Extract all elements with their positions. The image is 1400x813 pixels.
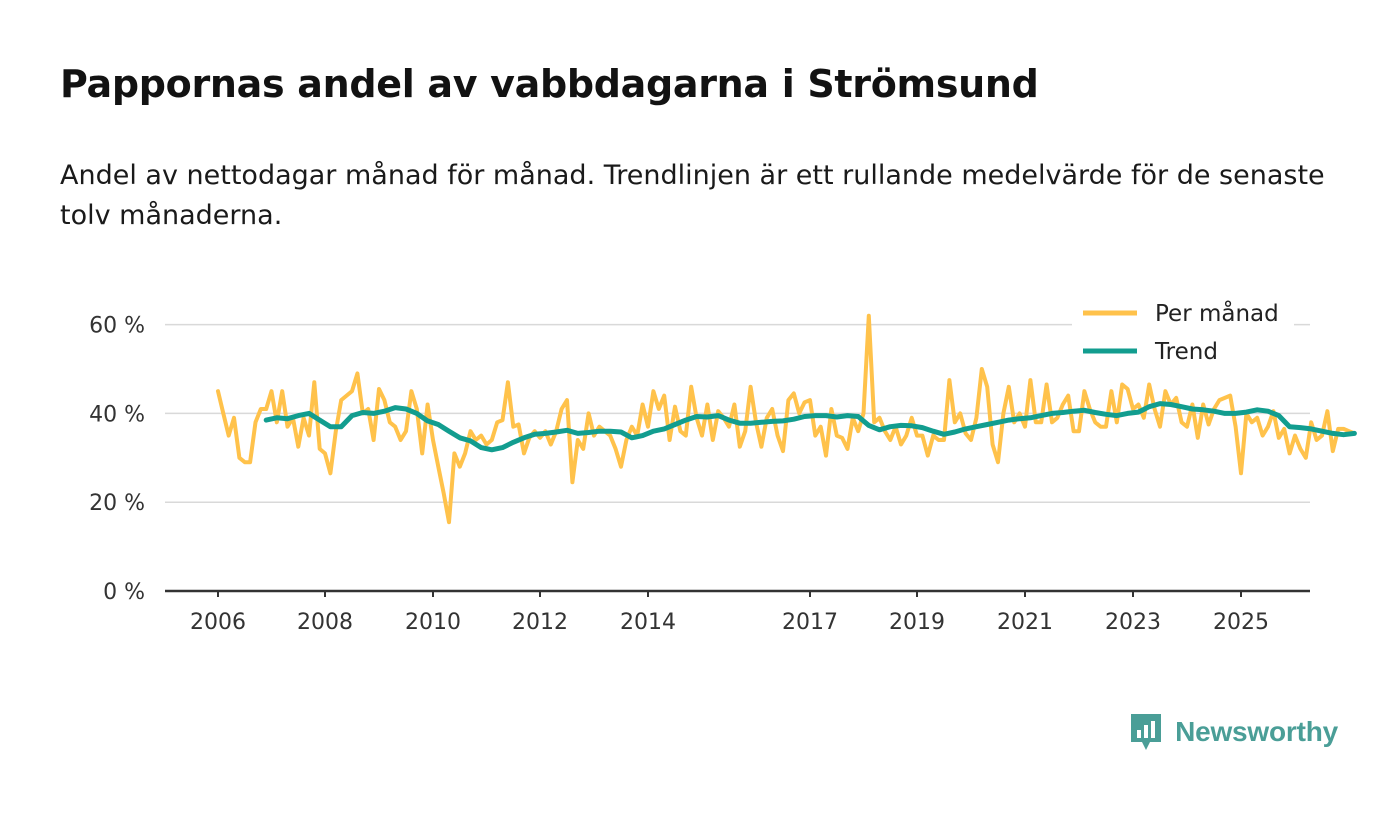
x-tick-label: 2006	[190, 610, 246, 635]
legend-label: Per månad	[1155, 299, 1279, 327]
series-line-trend	[263, 401, 1357, 453]
brand-name: Newsworthy	[1175, 716, 1338, 747]
series-line-per-manad	[216, 313, 1357, 525]
x-tick-label: 2017	[782, 610, 838, 635]
y-tick-label: 60 %	[89, 314, 145, 339]
x-tick-label: 2021	[997, 610, 1053, 635]
x-tick-label: 2014	[620, 610, 676, 635]
x-tick-label: 2019	[889, 610, 945, 635]
y-tick-label: 0 %	[103, 580, 145, 605]
y-tick-label: 40 %	[89, 402, 145, 427]
x-tick-label: 2025	[1213, 610, 1269, 635]
x-tick-label: 2010	[405, 610, 461, 635]
x-tick-label: 2023	[1105, 610, 1161, 635]
page-title: Pappornas andel av vabbdagarna i Strömsu…	[60, 62, 1039, 106]
chart-subtitle: Andel av nettodagar månad för månad. Tre…	[60, 160, 1325, 231]
legend-label: Trend	[1154, 339, 1218, 365]
x-tick-label: 2008	[297, 610, 353, 635]
newsworthy-logo-icon	[1131, 714, 1162, 750]
legend-background	[1072, 296, 1294, 370]
y-tick-label: 20 %	[89, 491, 145, 516]
x-tick-label: 2012	[512, 610, 568, 635]
brand-logo: Newsworthy	[1129, 712, 1338, 752]
